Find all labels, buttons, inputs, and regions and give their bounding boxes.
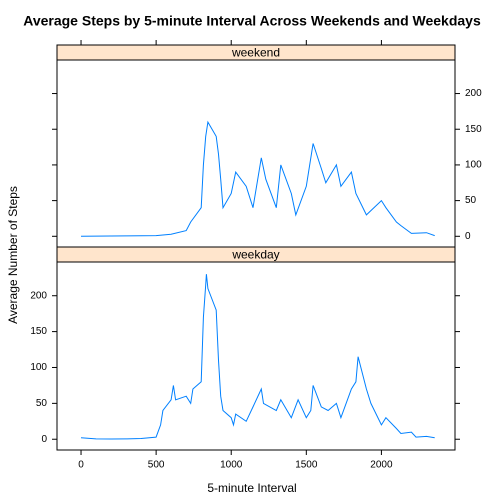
- data-line: [80, 120, 435, 237]
- y-tick-label: 200: [465, 88, 482, 99]
- x-tick-label: 500: [148, 460, 165, 471]
- y-tick-label: 0: [465, 231, 471, 242]
- panel: [56, 59, 456, 248]
- y-tick-label: 200: [30, 290, 47, 301]
- x-axis-label: 5-minute Interval: [207, 481, 296, 495]
- y-tick-label: 50: [36, 398, 48, 409]
- y-tick-label: 100: [465, 160, 482, 171]
- x-tick-label: 2000: [370, 460, 393, 471]
- y-tick-label: 100: [30, 362, 47, 373]
- y-tick-label: 150: [465, 124, 482, 135]
- y-tick-label: 50: [465, 195, 477, 206]
- strip-label: weekday: [231, 248, 279, 262]
- panel: [56, 261, 456, 451]
- x-tick-label: 1500: [295, 460, 318, 471]
- x-tick-label: 0: [78, 460, 84, 471]
- data-line: [80, 274, 435, 440]
- y-axis-label: Average Number of Steps: [6, 186, 20, 324]
- chart-title: Average Steps by 5-minute Interval Acros…: [23, 13, 481, 29]
- x-tick-label: 1000: [220, 460, 243, 471]
- strip-label: weekend: [231, 46, 280, 60]
- y-tick-label: 0: [41, 434, 47, 445]
- y-tick-label: 150: [30, 326, 47, 337]
